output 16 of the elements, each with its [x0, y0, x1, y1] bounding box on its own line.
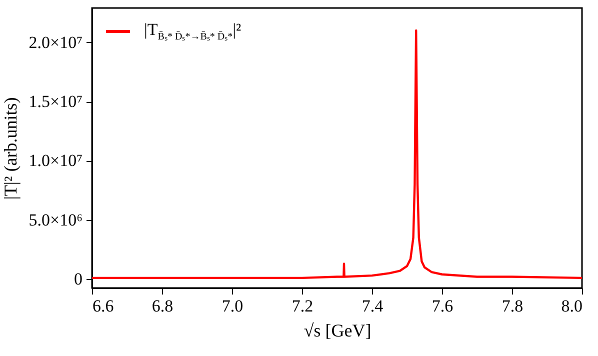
x-tick-label: 6.8	[152, 296, 174, 316]
y-tick-label: 0	[74, 270, 82, 289]
x-tick-label: 6.6	[92, 296, 114, 316]
legend-label: |T$_{B̄ₛ* D̄ₛ*→B̄ₛ* D̄ₛ*}$|²	[144, 20, 242, 42]
y-tick-label: 5.0×10⁶	[28, 210, 83, 230]
x-tick-label: 8.0	[561, 296, 582, 316]
x-axis-title: √s [GeV]	[304, 320, 372, 340]
y-tick-label: 2.0×10⁷	[28, 32, 83, 52]
y-tick-label: 1.5×10⁷	[28, 92, 83, 112]
x-tick-label: 7.0	[222, 296, 244, 316]
y-tick-label: 1.0×10⁷	[28, 151, 83, 170]
y-axis-title: |T|² (arb.units)	[0, 97, 21, 200]
x-tick-label: 7.8	[502, 296, 524, 316]
x-tick-label: 7.6	[432, 296, 454, 316]
x-tick-label: 7.4	[362, 296, 384, 316]
x-tick-label: 7.2	[292, 296, 314, 316]
